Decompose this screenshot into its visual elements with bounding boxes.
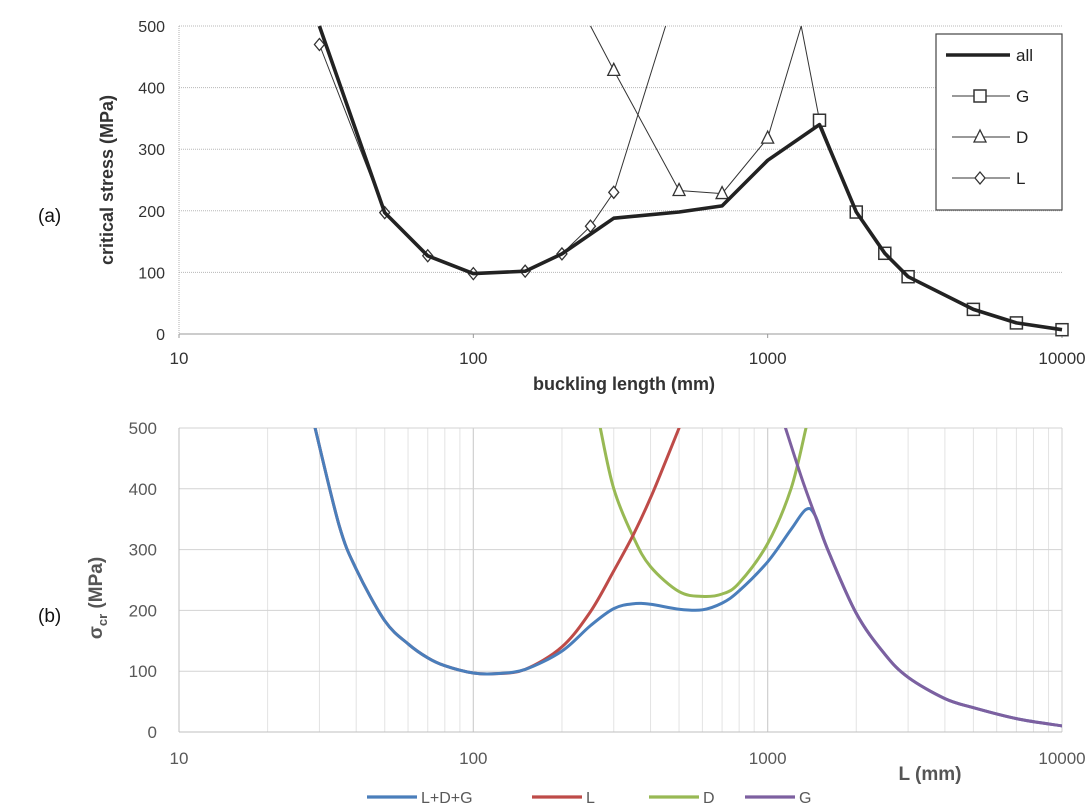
chart-b-y-ticks: 0 100 200 300 400 500 <box>129 419 157 742</box>
chart-a-legend-box <box>935 33 1063 211</box>
chart-a-line-D <box>590 25 802 195</box>
chart-b-series-L <box>313 428 681 676</box>
chart-a-point-D <box>760 129 775 144</box>
chart-a-x-tick-label: 10000 <box>1038 349 1085 368</box>
chart-b-y-tick-label: 0 <box>148 723 157 742</box>
chart-b-line-L+D+G <box>313 428 1062 728</box>
chart-b-x-tick-label: 100 <box>459 749 487 768</box>
chart-a-x-tick-label: 10 <box>170 349 189 368</box>
chart-b-y-tick-label: 500 <box>129 419 157 438</box>
chart-b-grid <box>178 427 1063 733</box>
chart-a-y-tick-label: 0 <box>156 327 165 344</box>
chart-a-y-tick-label: 500 <box>138 19 165 36</box>
chart-b-series-L+D+G <box>313 428 1062 728</box>
chart-a-legend-label: L <box>1016 169 1025 188</box>
chart-b-x-tick-label: 1000 <box>749 749 787 768</box>
chart-a-y-axis-label: critical stress (MPa) <box>97 95 117 265</box>
chart-a-x-tick-label: 100 <box>459 349 487 368</box>
chart-a-point-D <box>672 182 687 197</box>
chart-a-x-tick-label: 1000 <box>749 349 787 368</box>
chart-b-legend-label: D <box>703 790 715 807</box>
chart-b-x-axis-label: L (mm) <box>899 764 962 785</box>
chart-a-legend: all G D L <box>935 33 1063 211</box>
chart-b-y-tick-label: 200 <box>129 601 157 620</box>
chart-a-legend-marker <box>973 89 987 103</box>
chart-a-grid <box>178 25 1062 334</box>
chart-b-y-axis-label: σcr (MPa) <box>86 557 110 639</box>
chart-b-series-D <box>598 428 808 599</box>
chart-a-x-axis-label: buckling length (mm) <box>533 374 715 394</box>
chart-b-legend-label: G <box>799 790 811 807</box>
chart-a-legend-label: all <box>1016 46 1033 65</box>
panel-label-a: (a) <box>38 206 61 227</box>
panel-label-b: (b) <box>38 606 61 627</box>
chart-b: 0 100 200 300 400 500 10 100 1000 10000 L (mm) σ… <box>86 419 1086 807</box>
chart-b-y-tick-label: 400 <box>129 480 157 499</box>
chart-a-line-all <box>317 25 1063 332</box>
chart-b-legend-label: L <box>586 790 595 807</box>
chart-a-y-tick-label: 300 <box>138 142 165 159</box>
chart-b-line-D <box>598 428 808 599</box>
chart-b-line-G <box>784 428 1062 728</box>
chart-a-point-L <box>607 185 620 200</box>
chart-a-point-D <box>606 61 621 77</box>
chart-b-x-tick-label: 10000 <box>1038 749 1085 768</box>
chart-a-series-D <box>590 25 802 200</box>
chart-a-y-tick-label: 100 <box>138 265 165 282</box>
chart-a-legend-label: G <box>1016 87 1029 106</box>
chart-b-x-tick-label: 10 <box>170 749 189 768</box>
chart-a-legend-marker <box>974 170 986 186</box>
chart-a-series <box>313 25 1069 337</box>
chart-b-series-G <box>784 428 1062 728</box>
chart-b-x-ticks: 10 100 1000 10000 <box>170 749 1086 768</box>
chart-b-y-tick-label: 100 <box>129 662 157 681</box>
chart-b-y-tick-label: 300 <box>129 541 157 560</box>
chart-a-y-ticks: 0 100 200 300 400 500 <box>138 19 165 344</box>
chart-a: 0 100 200 300 400 500 10 100 1000 10000 buckling… <box>97 19 1086 394</box>
chart-a-legend-marker <box>972 128 988 143</box>
chart-a-series-all <box>317 25 1063 332</box>
chart-b-legend-label: L+D+G <box>421 790 473 807</box>
chart-a-legend-label: D <box>1016 128 1028 147</box>
chart-a-y-tick-label: 400 <box>138 81 165 98</box>
chart-b-series <box>313 428 1062 728</box>
chart-b-line-L <box>313 428 681 676</box>
chart-a-y-tick-label: 200 <box>138 204 165 221</box>
chart-a-x-ticks: 10 100 1000 10000 <box>170 334 1086 368</box>
chart-a-point-L <box>313 37 326 52</box>
chart-a-point-D <box>715 185 730 200</box>
chart-b-legend: L+D+G L D G <box>367 790 811 807</box>
